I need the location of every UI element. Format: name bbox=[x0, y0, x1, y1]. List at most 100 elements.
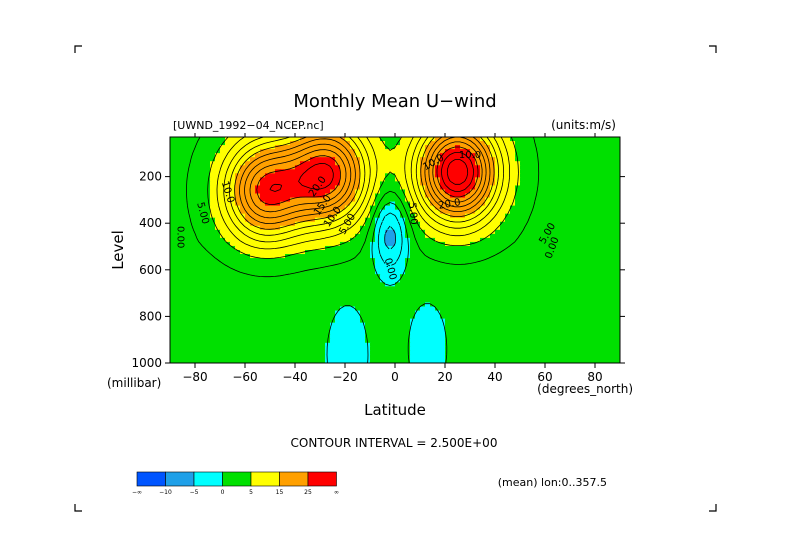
contour-fill-cell bbox=[340, 153, 346, 158]
contour-fill-cell bbox=[485, 177, 491, 182]
contour-fill-cell bbox=[460, 185, 466, 191]
contour-fill-cell bbox=[205, 318, 211, 324]
contour-fill-cell bbox=[260, 165, 266, 170]
contour-fill-cell bbox=[195, 274, 201, 279]
contour-fill-cell bbox=[395, 169, 401, 174]
contour-fill-cell bbox=[605, 266, 611, 271]
contour-fill-cell bbox=[415, 266, 421, 271]
contour-fill-cell bbox=[320, 282, 326, 287]
contour-fill-cell bbox=[235, 165, 241, 170]
contour-fill-cell bbox=[585, 286, 591, 291]
contour-fill-cell bbox=[195, 342, 201, 348]
contour-fill-cell bbox=[455, 294, 461, 300]
contour-fill-cell bbox=[260, 229, 266, 235]
contour-fill-cell bbox=[430, 286, 436, 291]
contour-fill-cell bbox=[545, 205, 551, 211]
contour-fill-cell bbox=[500, 290, 506, 295]
contour-fill-cell bbox=[235, 221, 241, 227]
contour-fill-cell bbox=[590, 169, 596, 174]
contour-fill-cell bbox=[285, 173, 291, 178]
contour-fill-cell bbox=[370, 165, 376, 170]
contour-fill-cell bbox=[610, 197, 616, 203]
contour-fill-cell bbox=[355, 181, 361, 187]
contour-fill-cell bbox=[590, 270, 596, 275]
contour-fill-cell bbox=[195, 161, 201, 166]
contour-fill-cell bbox=[230, 310, 236, 316]
contour-fill-cell bbox=[475, 221, 481, 227]
contour-fill-cell bbox=[390, 310, 396, 316]
contour-fill-cell bbox=[340, 237, 346, 243]
contour-fill-cell bbox=[245, 330, 251, 336]
contour-fill-cell bbox=[450, 197, 456, 203]
contour-fill-cell bbox=[205, 274, 211, 279]
contour-fill-cell bbox=[395, 233, 401, 239]
contour-fill-cell bbox=[210, 153, 216, 158]
contour-fill-cell bbox=[480, 286, 486, 291]
contour-fill-cell bbox=[560, 217, 566, 223]
contour-fill-cell bbox=[270, 229, 276, 235]
contour-fill-cell bbox=[335, 177, 341, 182]
contour-fill-cell bbox=[610, 314, 616, 320]
contour-fill-cell bbox=[235, 149, 241, 154]
contour-fill-cell bbox=[380, 250, 386, 255]
contour-fill-cell bbox=[360, 342, 366, 348]
contour-fill-cell bbox=[365, 250, 371, 255]
contour-fill-cell bbox=[565, 225, 571, 231]
contour-fill-cell bbox=[185, 209, 191, 215]
contour-fill-cell bbox=[475, 217, 481, 223]
contour-fill-cell bbox=[345, 314, 351, 320]
contour-fill-cell bbox=[595, 310, 601, 316]
contour-fill-cell bbox=[615, 201, 620, 207]
contour-fill-cell bbox=[245, 181, 251, 187]
contour-fill-cell bbox=[400, 177, 406, 182]
contour-fill-cell bbox=[410, 282, 416, 287]
contour-fill-cell bbox=[605, 189, 611, 195]
contour-fill-cell bbox=[600, 330, 606, 336]
contour-fill-cell bbox=[360, 254, 366, 259]
contour-fill-cell bbox=[190, 322, 196, 328]
contour-fill-cell bbox=[520, 282, 526, 287]
contour-fill-cell bbox=[475, 290, 481, 295]
contour-fill-cell bbox=[610, 205, 616, 211]
contour-fill-cell bbox=[175, 310, 181, 316]
contour-fill-cell bbox=[520, 298, 526, 304]
contour-fill-cell bbox=[600, 334, 606, 340]
contour-fill-cell bbox=[560, 145, 566, 150]
contour-fill-cell bbox=[295, 237, 301, 243]
contour-fill-cell bbox=[325, 334, 331, 340]
contour-fill-cell bbox=[465, 149, 471, 154]
contour-fill-cell bbox=[250, 181, 256, 187]
contour-fill-cell bbox=[375, 213, 381, 219]
contour-fill-cell bbox=[250, 173, 256, 178]
contour-fill-cell bbox=[330, 258, 336, 263]
contour-fill-cell bbox=[545, 274, 551, 279]
contour-fill-cell bbox=[520, 294, 526, 300]
contour-fill-cell bbox=[530, 217, 536, 223]
contour-fill-cell bbox=[490, 262, 496, 267]
contour-fill-cell bbox=[610, 318, 616, 324]
contour-fill-cell bbox=[175, 278, 181, 283]
contour-fill-cell bbox=[475, 181, 481, 187]
contour-fill-cell bbox=[230, 193, 236, 199]
contour-fill-cell bbox=[250, 241, 256, 247]
contour-fill-cell bbox=[235, 237, 241, 243]
contour-fill-cell bbox=[315, 241, 321, 247]
contour-fill-cell bbox=[400, 258, 406, 263]
contour-fill-cell bbox=[245, 250, 251, 255]
contour-fill-cell bbox=[300, 197, 306, 203]
contour-fill-cell bbox=[520, 209, 526, 215]
contour-fill-cell bbox=[345, 165, 351, 170]
contour-fill-cell bbox=[240, 197, 246, 203]
contour-fill-cell bbox=[480, 290, 486, 295]
contour-fill-cell bbox=[360, 294, 366, 300]
contour-fill-cell bbox=[415, 262, 421, 267]
contour-fill-cell bbox=[445, 161, 451, 166]
contour-fill-cell bbox=[245, 229, 251, 235]
contour-fill-cell bbox=[175, 250, 181, 255]
contour-fill-cell bbox=[445, 282, 451, 287]
contour-fill-cell bbox=[540, 237, 546, 243]
contour-fill-cell bbox=[285, 338, 291, 344]
contour-fill-cell bbox=[210, 177, 216, 182]
contour-fill-cell bbox=[490, 298, 496, 304]
contour-fill-cell bbox=[550, 338, 556, 344]
